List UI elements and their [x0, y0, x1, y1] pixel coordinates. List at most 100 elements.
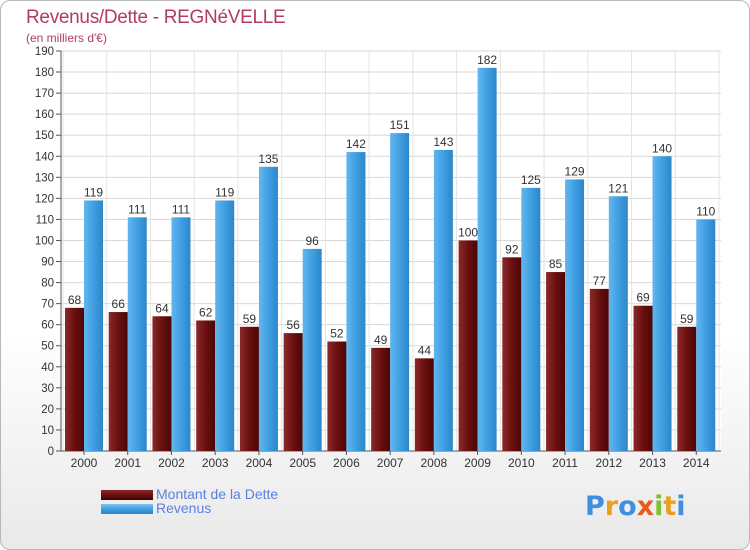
x-tick-label-2014: 2014 — [683, 456, 710, 470]
data-label-debt-2011: 85 — [549, 257, 563, 271]
data-label-debt-2012: 77 — [593, 274, 607, 288]
y-tick-label: 160 — [35, 109, 54, 121]
y-tick-label: 60 — [41, 320, 54, 332]
y-tick-label: 100 — [35, 235, 54, 247]
y-tick-label: 90 — [41, 257, 54, 269]
x-tick-label-2001: 2001 — [114, 456, 141, 470]
x-tick-label-2002: 2002 — [158, 456, 185, 470]
bar-debt-2005 — [283, 333, 303, 451]
logo-letter: i — [654, 491, 664, 522]
logo-letter: r — [604, 491, 619, 522]
bar-debt-2003 — [196, 320, 216, 451]
bar-revenue-2003 — [215, 200, 235, 451]
data-label-debt-2013: 69 — [636, 291, 650, 305]
bar-revenue-2002 — [171, 217, 191, 451]
data-label-revenue-2000: 119 — [84, 185, 103, 199]
x-tick-label-2006: 2006 — [333, 456, 360, 470]
bar-revenue-2007 — [390, 133, 410, 451]
data-label-debt-2008: 44 — [418, 343, 432, 357]
logo-letter: P — [585, 491, 605, 522]
y-tick-label: 50 — [41, 341, 54, 353]
bar-debt-2001 — [108, 312, 128, 451]
data-label-revenue-2009: 182 — [477, 53, 497, 67]
y-tick-label: 180 — [35, 67, 54, 79]
bar-debt-2000 — [65, 307, 84, 451]
data-label-debt-2001: 66 — [112, 297, 126, 311]
x-tick-label-2012: 2012 — [595, 456, 622, 470]
logo-letter: o — [618, 491, 637, 522]
x-tick-label-2007: 2007 — [377, 456, 404, 470]
data-label-revenue-2007: 151 — [390, 118, 410, 132]
data-label-revenue-2002: 111 — [172, 202, 191, 216]
y-tick-label: 110 — [36, 214, 54, 226]
bar-debt-2013 — [633, 305, 653, 451]
bar-debt-2014 — [677, 326, 697, 451]
x-tick-label-2003: 2003 — [202, 456, 229, 470]
bar-revenue-2004 — [258, 166, 278, 451]
chart-subtitle: (en milliers d'€) — [26, 31, 107, 45]
data-label-debt-2014: 59 — [680, 312, 694, 326]
bar-debt-2012 — [589, 288, 609, 451]
y-tick-label: 140 — [35, 151, 54, 163]
bar-revenue-2011 — [565, 179, 585, 451]
data-label-revenue-2003: 119 — [215, 185, 234, 199]
legend-swatch-debt — [101, 490, 153, 500]
bar-revenue-2013 — [652, 156, 672, 451]
y-tick-label: 190 — [35, 46, 54, 58]
bar-revenue-2014 — [696, 219, 716, 451]
bar-debt-2006 — [327, 341, 347, 451]
y-tick-label: 10 — [41, 425, 54, 437]
bar-revenue-2012 — [608, 196, 628, 451]
x-tick-label-2013: 2013 — [639, 456, 666, 470]
data-label-revenue-2006: 142 — [346, 137, 366, 151]
data-label-revenue-2014: 110 — [696, 204, 715, 218]
bar-revenue-2008 — [433, 149, 453, 451]
data-label-revenue-2012: 121 — [608, 181, 628, 195]
data-label-debt-2000: 68 — [68, 293, 82, 307]
y-tick-label: 80 — [41, 278, 54, 290]
bar-debt-2009 — [458, 240, 478, 451]
bar-debt-2007 — [371, 347, 391, 451]
data-label-revenue-2011: 129 — [565, 164, 585, 178]
bar-revenue-2006 — [346, 152, 366, 452]
bar-debt-2004 — [239, 326, 259, 451]
data-label-revenue-2013: 140 — [652, 141, 672, 155]
y-tick-label: 20 — [41, 404, 54, 416]
data-label-debt-2003: 62 — [199, 305, 213, 319]
data-label-debt-2010: 92 — [505, 242, 519, 256]
data-label-debt-2009: 100 — [458, 225, 478, 239]
y-tick-label: 150 — [35, 130, 54, 142]
bar-revenue-2000 — [84, 200, 103, 451]
data-label-debt-2004: 59 — [243, 312, 257, 326]
y-tick-label: 130 — [35, 172, 54, 184]
data-label-revenue-2008: 143 — [433, 135, 453, 149]
legend-swatch-revenue — [101, 504, 153, 514]
x-tick-label-2010: 2010 — [508, 456, 535, 470]
legend-label-revenue: Revenus — [156, 500, 212, 516]
y-tick-label: 120 — [35, 193, 54, 205]
x-tick-label-2008: 2008 — [421, 456, 448, 470]
bar-revenue-2005 — [302, 248, 322, 451]
data-label-revenue-2004: 135 — [258, 152, 278, 166]
x-tick-label-2005: 2005 — [289, 456, 316, 470]
x-tick-label-2009: 2009 — [464, 456, 491, 470]
logo-letter: t — [663, 491, 677, 522]
y-tick-label: 0 — [48, 446, 54, 458]
data-label-revenue-2001: 111 — [128, 202, 147, 216]
data-label-revenue-2005: 96 — [305, 234, 319, 248]
data-label-debt-2002: 64 — [155, 301, 169, 315]
x-tick-label-2004: 2004 — [246, 456, 273, 470]
bar-revenue-2001 — [127, 217, 147, 451]
bar-revenue-2009 — [477, 67, 497, 451]
proxiti-logo: Proxiti — [585, 491, 686, 522]
y-tick-label: 170 — [35, 88, 54, 100]
legend-label-debt: Montant de la Dette — [156, 486, 279, 502]
logo-letter: i — [676, 491, 686, 522]
bar-debt-2002 — [152, 316, 172, 451]
data-label-debt-2007: 49 — [374, 333, 388, 347]
y-tick-label: 70 — [41, 299, 54, 311]
bar-debt-2010 — [502, 257, 522, 451]
chart-title: Revenus/Dette - REGNéVELLE — [26, 7, 286, 28]
